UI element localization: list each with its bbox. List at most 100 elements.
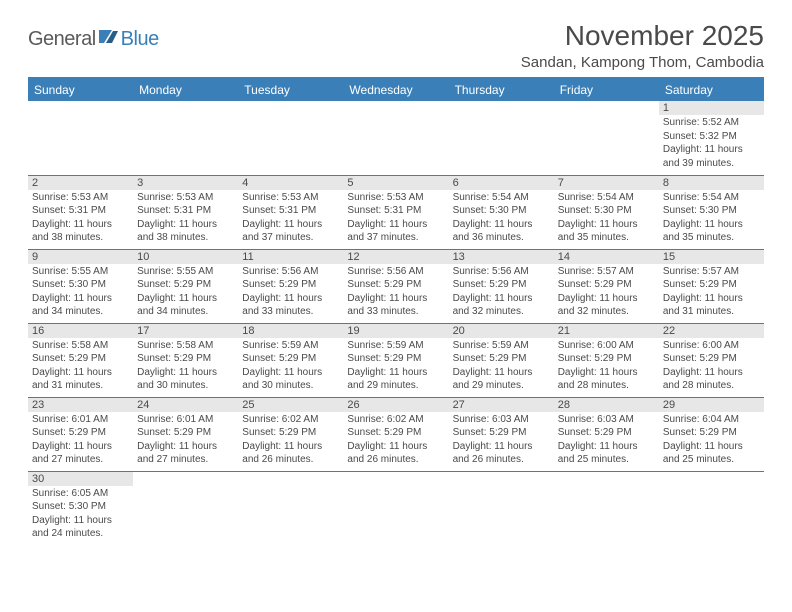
day-details: Sunrise: 6:01 AMSunset: 5:29 PMDaylight:… xyxy=(28,412,133,469)
location-label: Sandan, Kampong Thom, Cambodia xyxy=(521,54,764,71)
calendar-cell: 21Sunrise: 6:00 AMSunset: 5:29 PMDayligh… xyxy=(554,323,659,397)
weekday-header: Thursday xyxy=(449,79,554,101)
calendar-cell: 11Sunrise: 5:56 AMSunset: 5:29 PMDayligh… xyxy=(238,249,343,323)
calendar-cell xyxy=(554,471,659,545)
sunrise-line: Sunrise: 6:01 AM xyxy=(32,413,129,427)
calendar-cell: 9Sunrise: 5:55 AMSunset: 5:30 PMDaylight… xyxy=(28,249,133,323)
sunrise-line: Sunrise: 6:02 AM xyxy=(347,413,444,427)
calendar-cell xyxy=(343,101,448,175)
calendar-cell: 14Sunrise: 5:57 AMSunset: 5:29 PMDayligh… xyxy=(554,249,659,323)
calendar-cell: 3Sunrise: 5:53 AMSunset: 5:31 PMDaylight… xyxy=(133,175,238,249)
weekday-header-row: Sunday Monday Tuesday Wednesday Thursday… xyxy=(28,79,764,101)
calendar-row: 9Sunrise: 5:55 AMSunset: 5:30 PMDaylight… xyxy=(28,249,764,323)
day-details: Sunrise: 6:00 AMSunset: 5:29 PMDaylight:… xyxy=(554,338,659,395)
daylight-line: Daylight: 11 hours and 25 minutes. xyxy=(558,440,655,467)
calendar-row: 2Sunrise: 5:53 AMSunset: 5:31 PMDaylight… xyxy=(28,175,764,249)
sunrise-line: Sunrise: 5:58 AM xyxy=(137,339,234,353)
calendar-cell: 10Sunrise: 5:55 AMSunset: 5:29 PMDayligh… xyxy=(133,249,238,323)
calendar-cell xyxy=(238,471,343,545)
calendar-cell xyxy=(238,101,343,175)
day-number: 19 xyxy=(343,324,448,338)
sunset-line: Sunset: 5:29 PM xyxy=(453,426,550,440)
sunset-line: Sunset: 5:29 PM xyxy=(347,426,444,440)
sunset-line: Sunset: 5:30 PM xyxy=(453,204,550,218)
calendar-cell: 5Sunrise: 5:53 AMSunset: 5:31 PMDaylight… xyxy=(343,175,448,249)
daylight-line: Daylight: 11 hours and 33 minutes. xyxy=(242,292,339,319)
sunrise-line: Sunrise: 5:52 AM xyxy=(663,116,760,130)
logo-text-general: General xyxy=(28,28,96,51)
day-number: 7 xyxy=(554,176,659,190)
sunset-line: Sunset: 5:29 PM xyxy=(242,352,339,366)
day-number: 21 xyxy=(554,324,659,338)
calendar-cell: 22Sunrise: 6:00 AMSunset: 5:29 PMDayligh… xyxy=(659,323,764,397)
daylight-line: Daylight: 11 hours and 27 minutes. xyxy=(32,440,129,467)
daylight-line: Daylight: 11 hours and 24 minutes. xyxy=(32,514,129,541)
daylight-line: Daylight: 11 hours and 38 minutes. xyxy=(32,218,129,245)
sunrise-line: Sunrise: 5:56 AM xyxy=(347,265,444,279)
day-details: Sunrise: 6:00 AMSunset: 5:29 PMDaylight:… xyxy=(659,338,764,395)
calendar-cell: 20Sunrise: 5:59 AMSunset: 5:29 PMDayligh… xyxy=(449,323,554,397)
sunrise-line: Sunrise: 6:01 AM xyxy=(137,413,234,427)
sunset-line: Sunset: 5:29 PM xyxy=(242,426,339,440)
day-details: Sunrise: 5:53 AMSunset: 5:31 PMDaylight:… xyxy=(28,190,133,247)
sunset-line: Sunset: 5:29 PM xyxy=(558,426,655,440)
sunset-line: Sunset: 5:31 PM xyxy=(242,204,339,218)
daylight-line: Daylight: 11 hours and 35 minutes. xyxy=(663,218,760,245)
sunrise-line: Sunrise: 6:03 AM xyxy=(453,413,550,427)
day-details: Sunrise: 5:55 AMSunset: 5:29 PMDaylight:… xyxy=(133,264,238,321)
sunset-line: Sunset: 5:30 PM xyxy=(558,204,655,218)
day-details: Sunrise: 5:56 AMSunset: 5:29 PMDaylight:… xyxy=(238,264,343,321)
daylight-line: Daylight: 11 hours and 27 minutes. xyxy=(137,440,234,467)
calendar-cell: 18Sunrise: 5:59 AMSunset: 5:29 PMDayligh… xyxy=(238,323,343,397)
calendar-cell: 2Sunrise: 5:53 AMSunset: 5:31 PMDaylight… xyxy=(28,175,133,249)
calendar-table: Sunday Monday Tuesday Wednesday Thursday… xyxy=(28,79,764,545)
day-details: Sunrise: 5:56 AMSunset: 5:29 PMDaylight:… xyxy=(449,264,554,321)
daylight-line: Daylight: 11 hours and 39 minutes. xyxy=(663,143,760,170)
day-details: Sunrise: 5:59 AMSunset: 5:29 PMDaylight:… xyxy=(449,338,554,395)
sunset-line: Sunset: 5:29 PM xyxy=(137,352,234,366)
day-details: Sunrise: 5:56 AMSunset: 5:29 PMDaylight:… xyxy=(343,264,448,321)
sunset-line: Sunset: 5:31 PM xyxy=(137,204,234,218)
day-details: Sunrise: 5:52 AMSunset: 5:32 PMDaylight:… xyxy=(659,115,764,172)
weekday-header: Friday xyxy=(554,79,659,101)
day-number: 20 xyxy=(449,324,554,338)
sunrise-line: Sunrise: 5:54 AM xyxy=(663,191,760,205)
header: General Blue November 2025 Sandan, Kampo… xyxy=(28,20,764,71)
daylight-line: Daylight: 11 hours and 29 minutes. xyxy=(347,366,444,393)
calendar-cell: 13Sunrise: 5:56 AMSunset: 5:29 PMDayligh… xyxy=(449,249,554,323)
weekday-header: Sunday xyxy=(28,79,133,101)
calendar-row: 16Sunrise: 5:58 AMSunset: 5:29 PMDayligh… xyxy=(28,323,764,397)
sunset-line: Sunset: 5:29 PM xyxy=(663,426,760,440)
calendar-row: 23Sunrise: 6:01 AMSunset: 5:29 PMDayligh… xyxy=(28,397,764,471)
sunset-line: Sunset: 5:29 PM xyxy=(453,352,550,366)
daylight-line: Daylight: 11 hours and 32 minutes. xyxy=(558,292,655,319)
day-number: 2 xyxy=(28,176,133,190)
day-details: Sunrise: 5:58 AMSunset: 5:29 PMDaylight:… xyxy=(133,338,238,395)
sunrise-line: Sunrise: 5:58 AM xyxy=(32,339,129,353)
sunset-line: Sunset: 5:29 PM xyxy=(32,352,129,366)
day-details: Sunrise: 5:54 AMSunset: 5:30 PMDaylight:… xyxy=(554,190,659,247)
daylight-line: Daylight: 11 hours and 37 minutes. xyxy=(242,218,339,245)
day-number: 26 xyxy=(343,398,448,412)
day-number: 12 xyxy=(343,250,448,264)
sunset-line: Sunset: 5:30 PM xyxy=(663,204,760,218)
daylight-line: Daylight: 11 hours and 37 minutes. xyxy=(347,218,444,245)
calendar-cell xyxy=(659,471,764,545)
daylight-line: Daylight: 11 hours and 31 minutes. xyxy=(663,292,760,319)
calendar-cell: 17Sunrise: 5:58 AMSunset: 5:29 PMDayligh… xyxy=(133,323,238,397)
calendar-cell: 16Sunrise: 5:58 AMSunset: 5:29 PMDayligh… xyxy=(28,323,133,397)
logo-text-blue: Blue xyxy=(121,28,159,51)
calendar-cell xyxy=(449,471,554,545)
calendar-cell: 29Sunrise: 6:04 AMSunset: 5:29 PMDayligh… xyxy=(659,397,764,471)
day-details: Sunrise: 5:55 AMSunset: 5:30 PMDaylight:… xyxy=(28,264,133,321)
sunset-line: Sunset: 5:29 PM xyxy=(32,426,129,440)
sunrise-line: Sunrise: 5:59 AM xyxy=(242,339,339,353)
sunrise-line: Sunrise: 6:04 AM xyxy=(663,413,760,427)
day-number: 25 xyxy=(238,398,343,412)
day-number: 8 xyxy=(659,176,764,190)
day-number: 9 xyxy=(28,250,133,264)
calendar-cell xyxy=(554,101,659,175)
calendar-cell: 30Sunrise: 6:05 AMSunset: 5:30 PMDayligh… xyxy=(28,471,133,545)
weekday-header: Monday xyxy=(133,79,238,101)
sunrise-line: Sunrise: 5:56 AM xyxy=(242,265,339,279)
